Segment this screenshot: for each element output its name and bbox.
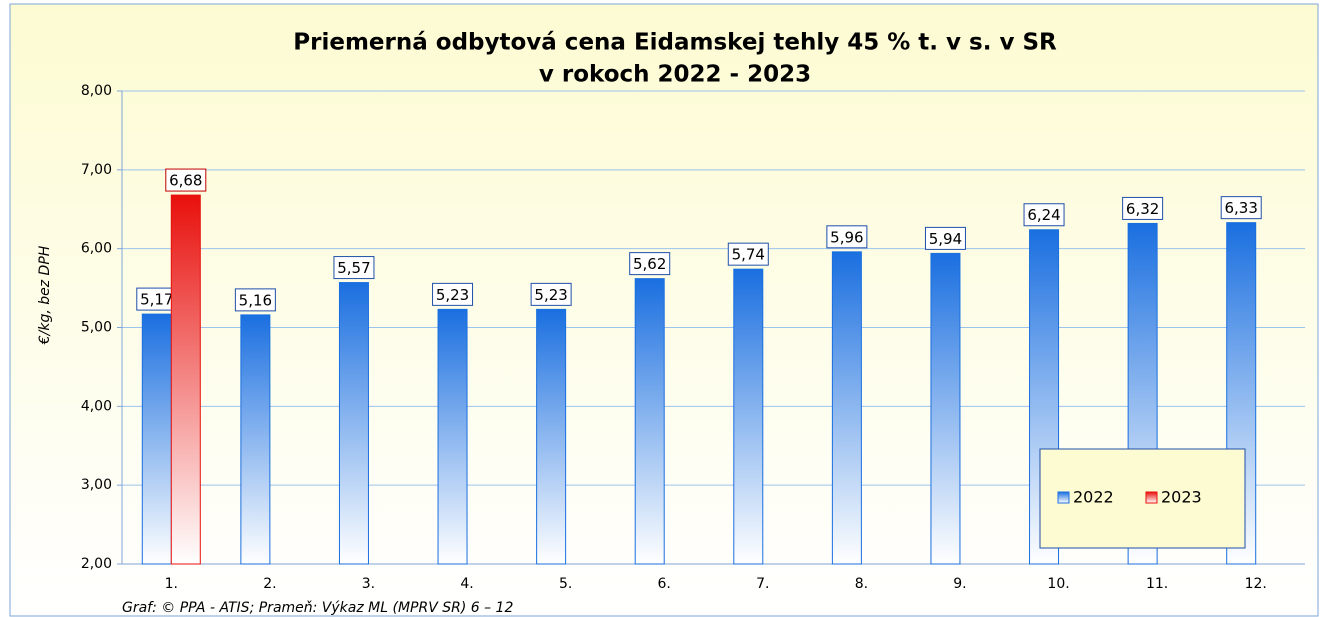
bar — [733, 268, 764, 565]
value-label: 5,57 — [337, 259, 370, 277]
value-label-box — [1023, 203, 1065, 227]
y-tick-label: 5,00 — [81, 320, 112, 336]
bar — [338, 282, 369, 565]
value-label-box — [826, 225, 868, 249]
legend-label: 2023 — [1161, 488, 1202, 507]
value-label: 6,33 — [1225, 199, 1258, 217]
value-label: 6,24 — [1027, 206, 1060, 224]
y-axis-label: €/kg, bez DPH — [37, 245, 53, 345]
value-label: 5,17 — [140, 291, 173, 309]
value-label: 6,32 — [1126, 200, 1159, 218]
value-label-box — [727, 242, 769, 266]
y-tick-label: 4,00 — [81, 398, 112, 414]
x-tick-label: 1. — [165, 576, 178, 592]
bar — [240, 314, 271, 565]
legend-swatch — [1145, 491, 1158, 504]
x-tick-label: 8. — [855, 576, 868, 592]
value-label-box — [165, 168, 207, 192]
legend-swatch — [1057, 491, 1070, 504]
x-tick-label: 7. — [756, 576, 769, 592]
x-tick-label: 11. — [1146, 576, 1168, 592]
x-tick-label: 12. — [1245, 576, 1267, 592]
value-label: 5,16 — [239, 291, 272, 309]
source-note: Graf: © PPA - ATIS; Prameň: Výkaz ML (MP… — [122, 600, 513, 616]
value-label-box — [530, 282, 572, 306]
bar — [437, 308, 468, 565]
value-label-box — [1122, 196, 1164, 220]
value-label-box — [234, 288, 276, 312]
y-tick-label: 7,00 — [81, 162, 112, 178]
bar — [634, 278, 665, 565]
bar — [536, 308, 567, 565]
bar — [831, 251, 862, 565]
legend-label: 2022 — [1073, 488, 1114, 507]
x-tick-label: 10. — [1047, 576, 1069, 592]
x-tick-label: 5. — [559, 576, 572, 592]
chart-title: v rokoch 2022 - 2023 — [539, 62, 811, 88]
value-label: 5,23 — [534, 286, 567, 304]
x-tick-label: 3. — [362, 576, 375, 592]
value-label-box — [432, 282, 474, 306]
value-label-box — [333, 256, 375, 280]
bar — [170, 194, 201, 565]
value-label-box — [924, 226, 966, 250]
x-tick-label: 2. — [263, 576, 276, 592]
value-label: 6,68 — [169, 172, 202, 190]
value-label-box — [629, 252, 671, 276]
chart-title: Priemerná odbytová cena Eidamskej tehly … — [293, 30, 1057, 56]
value-label: 5,94 — [929, 230, 962, 248]
x-tick-label: 4. — [460, 576, 473, 592]
y-tick-label: 8,00 — [81, 83, 112, 99]
bar — [930, 252, 961, 565]
x-tick-label: 9. — [953, 576, 966, 592]
y-tick-label: 2,00 — [81, 556, 112, 572]
value-label: 5,62 — [633, 255, 666, 273]
value-label: 5,74 — [732, 246, 765, 264]
bar — [141, 313, 172, 565]
x-tick-label: 6. — [658, 576, 671, 592]
y-tick-label: 3,00 — [81, 477, 112, 493]
value-label-box — [1220, 196, 1262, 220]
value-label: 5,23 — [436, 286, 469, 304]
value-label: 5,96 — [830, 228, 863, 246]
legend-box — [1039, 448, 1246, 549]
y-tick-label: 6,00 — [81, 241, 112, 257]
